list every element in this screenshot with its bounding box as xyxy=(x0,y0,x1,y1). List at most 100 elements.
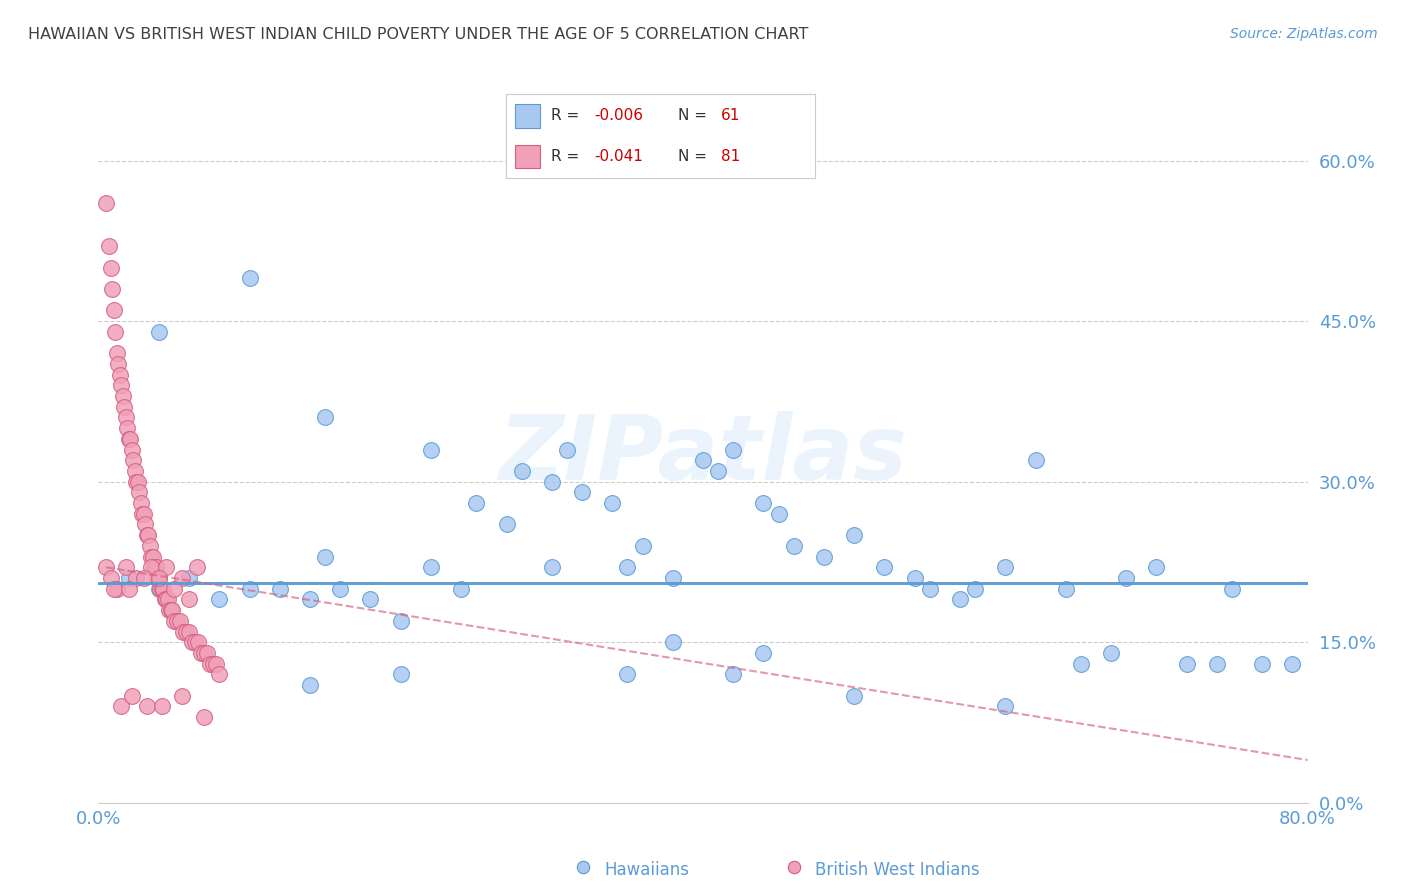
Point xyxy=(108,368,131,382)
Point xyxy=(752,646,775,660)
Point xyxy=(571,485,593,500)
Point xyxy=(389,667,412,681)
Point xyxy=(150,582,173,596)
Point xyxy=(148,571,170,585)
Text: N =: N = xyxy=(678,108,711,123)
Text: British West Indians: British West Indians xyxy=(815,861,980,879)
Point xyxy=(314,410,336,425)
Point xyxy=(918,582,941,596)
Point xyxy=(110,378,132,392)
Point xyxy=(1206,657,1229,671)
Point xyxy=(148,571,170,585)
Point xyxy=(844,528,866,542)
Point xyxy=(1220,582,1243,596)
Point xyxy=(299,592,322,607)
Point xyxy=(662,635,685,649)
Point xyxy=(752,496,775,510)
Point xyxy=(495,517,517,532)
Point xyxy=(105,582,128,596)
Point xyxy=(202,657,225,671)
Point xyxy=(156,592,179,607)
Text: Hawaiians: Hawaiians xyxy=(605,861,689,879)
Point xyxy=(662,571,685,585)
Point xyxy=(314,549,336,564)
Point xyxy=(1024,453,1046,467)
Point xyxy=(190,646,212,660)
Text: N =: N = xyxy=(678,149,711,164)
Point xyxy=(465,496,488,510)
Point xyxy=(103,303,125,318)
Point xyxy=(1115,571,1137,585)
Point xyxy=(329,582,352,596)
Point xyxy=(768,507,790,521)
Point xyxy=(1144,560,1167,574)
Point xyxy=(162,603,184,617)
Point xyxy=(129,496,152,510)
Point xyxy=(139,539,162,553)
Text: HAWAIIAN VS BRITISH WEST INDIAN CHILD POVERTY UNDER THE AGE OF 5 CORRELATION CHA: HAWAIIAN VS BRITISH WEST INDIAN CHILD PO… xyxy=(28,27,808,42)
Point xyxy=(134,517,156,532)
Point xyxy=(389,614,412,628)
Point xyxy=(100,260,122,275)
Point xyxy=(159,603,181,617)
Point xyxy=(163,582,186,596)
Point xyxy=(200,657,222,671)
Point xyxy=(179,571,201,585)
Point xyxy=(783,860,806,874)
Point xyxy=(120,432,142,446)
Point xyxy=(98,239,121,253)
Point xyxy=(239,582,262,596)
Point xyxy=(149,582,172,596)
Point xyxy=(104,325,127,339)
Point xyxy=(103,582,125,596)
Point xyxy=(118,571,141,585)
Point xyxy=(1175,657,1198,671)
Point xyxy=(540,560,562,574)
Point xyxy=(450,582,472,596)
Point xyxy=(631,539,654,553)
Point xyxy=(994,560,1017,574)
Point xyxy=(127,475,149,489)
Text: R =: R = xyxy=(551,108,583,123)
Point xyxy=(141,560,163,574)
Point xyxy=(616,560,638,574)
Point xyxy=(193,646,215,660)
Point xyxy=(239,271,262,285)
Point xyxy=(949,592,972,607)
Point xyxy=(420,442,443,457)
Point xyxy=(160,603,183,617)
Point xyxy=(723,442,745,457)
Point xyxy=(1251,657,1274,671)
Point xyxy=(844,689,866,703)
Point xyxy=(904,571,927,585)
Point xyxy=(1054,582,1077,596)
Point xyxy=(100,571,122,585)
Point xyxy=(94,560,117,574)
Point xyxy=(141,549,163,564)
Point xyxy=(132,571,155,585)
Point xyxy=(110,699,132,714)
Point xyxy=(111,389,134,403)
Point xyxy=(179,624,201,639)
FancyBboxPatch shape xyxy=(516,103,540,128)
Point xyxy=(124,464,146,478)
Point xyxy=(540,475,562,489)
Point xyxy=(692,453,714,467)
FancyBboxPatch shape xyxy=(516,145,540,169)
Point xyxy=(169,614,191,628)
Point xyxy=(94,196,117,211)
Point xyxy=(179,592,201,607)
Point xyxy=(723,667,745,681)
Text: R =: R = xyxy=(551,149,583,164)
Point xyxy=(155,560,177,574)
Point xyxy=(135,528,157,542)
Text: Source: ZipAtlas.com: Source: ZipAtlas.com xyxy=(1230,27,1378,41)
Point xyxy=(153,592,176,607)
Point xyxy=(555,442,578,457)
Point xyxy=(1070,657,1092,671)
Point xyxy=(118,582,141,596)
Point xyxy=(269,582,291,596)
Point xyxy=(616,667,638,681)
Point xyxy=(148,325,170,339)
Point xyxy=(115,421,138,435)
